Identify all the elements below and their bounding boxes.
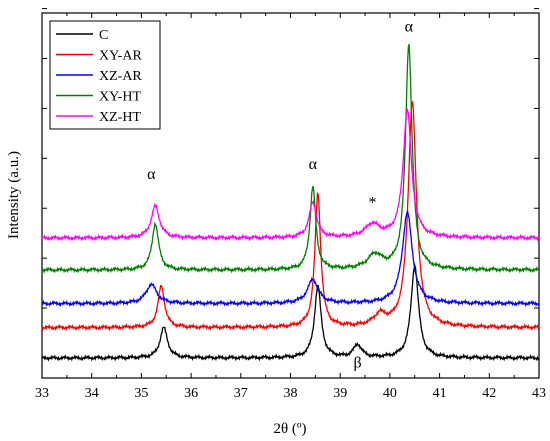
- x-tick-label: 37: [234, 386, 248, 401]
- ticks-layer: 33 34 35 36 37 38 39 40 41 42 43: [35, 8, 546, 401]
- x-tick-label: 39: [333, 386, 347, 401]
- series-line-xz-ar: [41, 209, 540, 308]
- legend-label: XY-HT: [99, 90, 141, 105]
- series-line-c: [41, 262, 540, 362]
- phase-annotation: β: [354, 355, 362, 372]
- x-tick-label: 34: [85, 386, 99, 401]
- x-tick-label: 42: [482, 386, 496, 401]
- legend-items: C XY-AR XZ-AR XY-HT XZ-HT: [56, 28, 142, 125]
- y-axis-label: Intensity (a.u.): [6, 151, 22, 239]
- x-tick-label: 41: [433, 386, 447, 401]
- x-tick-label: 36: [184, 386, 198, 401]
- x-tick-label: 40: [383, 386, 397, 401]
- x-tick-label: 38: [284, 386, 298, 401]
- series-line-xy-ht: [41, 43, 540, 274]
- x-tick-label: 35: [134, 386, 148, 401]
- phase-annotation: *: [369, 195, 377, 212]
- legend-label: XZ-HT: [99, 110, 141, 125]
- series-line-xy-ar: [41, 100, 540, 332]
- x-axis-label: 2θ (º): [273, 421, 306, 437]
- x-tick-label: 33: [35, 386, 49, 401]
- phase-annotation: α: [147, 166, 156, 183]
- phase-annotation: α: [405, 19, 414, 36]
- series-line-xz-ht: [41, 108, 540, 242]
- legend-label: C: [99, 28, 108, 43]
- annotation-layer: α α * α β: [147, 19, 413, 372]
- legend: C XY-AR XZ-AR XY-HT XZ-HT: [49, 20, 161, 130]
- legend-label: XY-AR: [99, 49, 142, 64]
- x-tick-label: 43: [532, 386, 546, 401]
- series-layer: [41, 43, 540, 362]
- phase-annotation: α: [309, 156, 318, 173]
- legend-label: XZ-AR: [99, 69, 142, 84]
